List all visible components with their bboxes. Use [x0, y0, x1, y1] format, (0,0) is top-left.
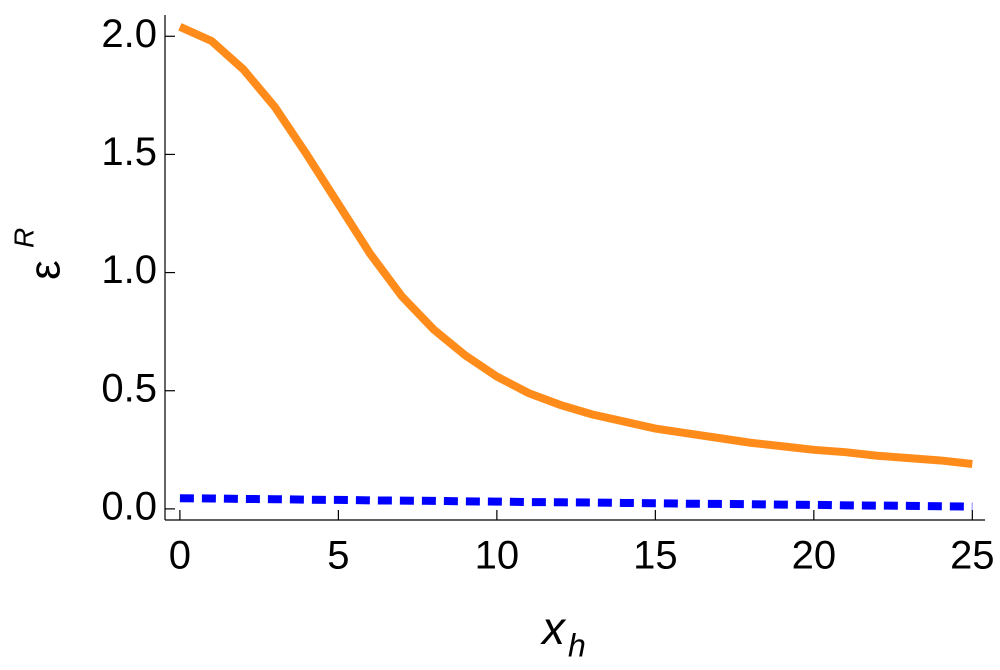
y-label-sup: R	[8, 228, 39, 248]
x-tick-label: 20	[792, 534, 837, 578]
x-tick-label: 0	[169, 534, 191, 578]
x-tick-label: 15	[633, 534, 678, 578]
y-label-base: ε	[21, 260, 70, 280]
x-tick-label: 5	[327, 534, 349, 578]
y-tick-label: 0.0	[101, 484, 157, 528]
y-tick-label: 1.0	[101, 248, 157, 292]
x-label-base: x	[540, 602, 567, 654]
x-label-sub: h	[568, 627, 586, 663]
y-tick-label: 0.5	[101, 366, 157, 410]
y-axis-label: ε R	[8, 228, 69, 280]
series-line	[178, 23, 973, 468]
x-tick-label: 25	[950, 534, 995, 578]
x-axis-label: x h	[540, 602, 586, 663]
y-tick-label: 1.5	[101, 130, 157, 174]
series-line	[179, 494, 973, 511]
x-tick-label: 10	[475, 534, 520, 578]
y-tick-label: 2.0	[101, 12, 157, 56]
